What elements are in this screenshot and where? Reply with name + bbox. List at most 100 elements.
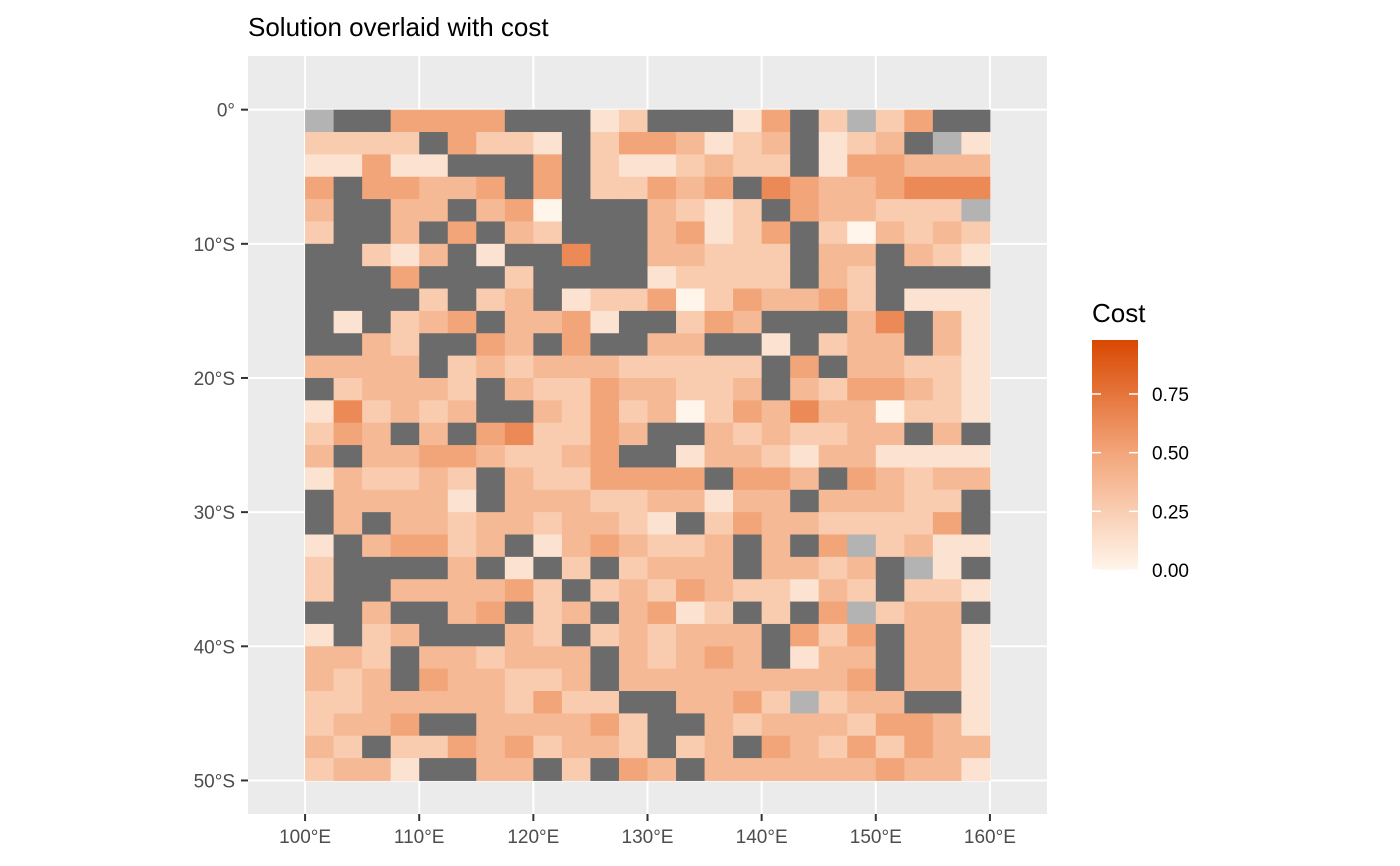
cost-cell	[419, 109, 449, 133]
cost-cell	[847, 512, 877, 536]
cost-cell	[618, 489, 648, 513]
cost-cell	[818, 377, 848, 401]
cost-cell	[704, 512, 734, 536]
cost-cell	[533, 691, 563, 714]
cost-cell	[447, 221, 477, 245]
cost-cell	[733, 534, 763, 558]
cost-cell	[533, 668, 563, 692]
cost-cell	[561, 377, 591, 401]
cost-cell	[419, 243, 449, 267]
cost-cell	[875, 556, 905, 580]
cost-cell	[961, 467, 991, 491]
cost-cell	[305, 601, 335, 625]
cost-cell	[647, 154, 677, 178]
cost-cell	[875, 691, 905, 714]
cost-cell	[704, 534, 734, 558]
cost-cell	[447, 355, 477, 379]
cost-cell	[362, 758, 392, 781]
cost-cell	[875, 713, 905, 737]
cost-cell	[362, 668, 392, 692]
cost-cell	[733, 400, 763, 424]
cost-cell	[733, 467, 763, 491]
cost-cell	[761, 243, 791, 267]
cost-cell	[362, 735, 392, 759]
cost-cell	[904, 221, 934, 245]
cost-cell	[761, 735, 791, 759]
cost-cell	[676, 377, 706, 401]
cost-cell	[533, 534, 563, 558]
cost-cell	[676, 355, 706, 379]
cost-cell	[818, 199, 848, 222]
cost-cell	[733, 623, 763, 647]
cost-cell	[904, 623, 934, 647]
cost-cell	[761, 579, 791, 603]
cost-cell	[590, 713, 620, 737]
cost-cell	[847, 243, 877, 267]
cost-cell	[447, 601, 477, 625]
cost-cell	[504, 512, 534, 536]
cost-cell	[590, 668, 620, 692]
cost-cell	[333, 199, 363, 222]
cost-cell	[362, 400, 392, 424]
x-tick-label: 120°E	[507, 827, 559, 848]
cost-cell	[790, 691, 820, 714]
cost-cell	[961, 355, 991, 379]
cost-cell	[362, 221, 392, 245]
cost-cell	[618, 646, 648, 670]
cost-cell	[618, 132, 648, 155]
cost-cell	[875, 601, 905, 625]
cost-cell	[533, 445, 563, 468]
cost-cell	[932, 445, 962, 468]
cost-cell	[305, 109, 335, 133]
cost-cell	[590, 333, 620, 357]
cost-cell	[305, 266, 335, 290]
cost-cell	[447, 512, 477, 536]
cost-cell	[818, 176, 848, 200]
cost-cell	[818, 691, 848, 714]
cost-cell	[647, 623, 677, 647]
cost-cell	[618, 199, 648, 222]
cost-cell	[533, 333, 563, 357]
cost-cell	[647, 489, 677, 513]
cost-cell	[904, 467, 934, 491]
cost-cell	[504, 221, 534, 245]
cost-cell	[790, 400, 820, 424]
cost-cell	[676, 512, 706, 536]
cost-cell	[362, 355, 392, 379]
x-tick-label: 160°E	[964, 827, 1016, 848]
cost-cell	[561, 668, 591, 692]
cost-cell	[647, 355, 677, 379]
cost-cell	[476, 534, 506, 558]
cost-cell	[733, 489, 763, 513]
cost-cell	[904, 445, 934, 468]
cost-cell	[333, 534, 363, 558]
cost-cell	[932, 713, 962, 737]
cost-cell	[390, 400, 420, 424]
cost-cell	[847, 601, 877, 625]
cost-cell	[504, 713, 534, 737]
cost-cell	[904, 556, 934, 580]
cost-cell	[305, 422, 335, 446]
cost-cell	[961, 310, 991, 334]
cost-cell	[533, 489, 563, 513]
cost-cell	[704, 646, 734, 670]
cost-cell	[476, 355, 506, 379]
cost-cell	[476, 445, 506, 468]
cost-cell	[733, 355, 763, 379]
cost-cell	[875, 489, 905, 513]
cost-cell	[790, 556, 820, 580]
cost-cell	[704, 109, 734, 133]
cost-cell	[676, 243, 706, 267]
cost-cell	[733, 556, 763, 580]
cost-cell	[533, 310, 563, 334]
cost-cell	[476, 422, 506, 446]
cost-cell	[362, 489, 392, 513]
cost-cell	[733, 691, 763, 714]
cost-cell	[504, 266, 534, 290]
cost-cell	[447, 646, 477, 670]
cost-cell	[733, 646, 763, 670]
cost-cell	[305, 713, 335, 737]
cost-cell	[305, 176, 335, 200]
cost-cell	[790, 445, 820, 468]
cost-cell	[790, 422, 820, 446]
